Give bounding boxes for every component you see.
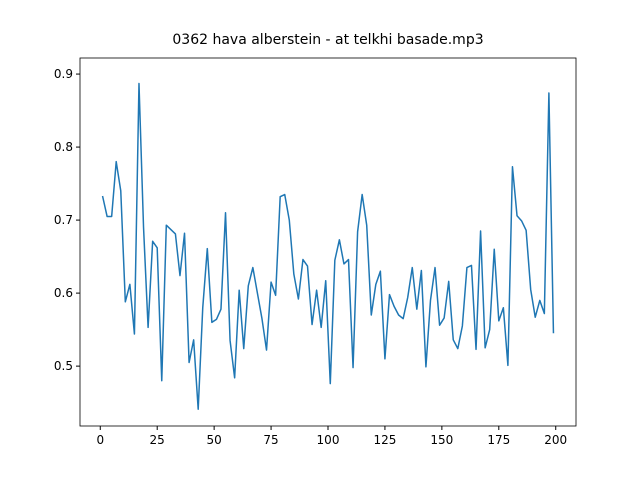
- y-tick-label: 0.8: [54, 140, 73, 154]
- y-tick-label: 0.9: [54, 67, 73, 81]
- plot-frame: [79, 57, 577, 427]
- y-tick-label: 0.6: [54, 286, 73, 300]
- line-series: [101, 82, 555, 410]
- x-tick-label: 150: [430, 433, 453, 447]
- x-tick-label: 200: [544, 433, 567, 447]
- y-tick-label: 0.5: [54, 359, 73, 373]
- x-tick-label: 125: [373, 433, 396, 447]
- x-tick-label: 25: [150, 433, 165, 447]
- x-tick-label: 175: [487, 433, 510, 447]
- x-tick-label: 0: [96, 433, 104, 447]
- x-tick-label: 75: [263, 433, 278, 447]
- x-tick-label: 50: [206, 433, 221, 447]
- chart-title: 0362 hava alberstein - at telkhi basade.…: [172, 32, 483, 48]
- x-tick-label: 100: [317, 433, 340, 447]
- y-tick-label: 0.7: [54, 213, 73, 227]
